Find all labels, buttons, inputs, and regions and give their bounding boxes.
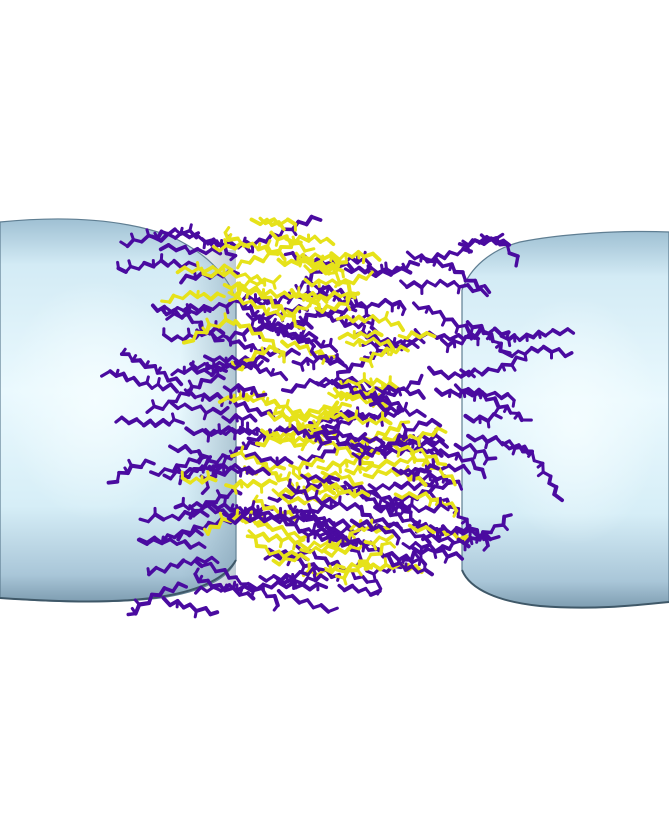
purple-molecule xyxy=(158,243,223,256)
purple-molecule xyxy=(374,384,426,400)
purple-molecule xyxy=(126,581,188,617)
purple-molecule xyxy=(168,444,212,465)
purple-molecule xyxy=(459,355,527,378)
purple-molecule xyxy=(428,523,472,539)
purple-molecule xyxy=(466,433,531,456)
purple-molecule xyxy=(278,425,332,451)
purple-molecule xyxy=(337,583,382,597)
yellow-molecule xyxy=(200,266,265,285)
yellow-molecule xyxy=(271,552,310,567)
purple-molecule xyxy=(275,577,329,592)
purple-molecule xyxy=(368,400,427,418)
yellow-molecule xyxy=(329,249,382,268)
molecular-bundle xyxy=(100,214,576,619)
purple-molecule xyxy=(299,528,366,553)
yellow-molecule xyxy=(344,336,396,357)
yellow-molecule xyxy=(335,310,406,333)
purple-molecule xyxy=(100,368,180,394)
yellow-molecule xyxy=(249,217,286,232)
purple-molecule xyxy=(291,573,329,586)
yellow-molecule xyxy=(247,529,306,551)
yellow-molecule xyxy=(237,390,306,419)
purple-molecule xyxy=(499,327,576,348)
yellow-molecule xyxy=(233,318,286,364)
purple-molecule xyxy=(258,566,325,586)
purple-molecule xyxy=(169,400,230,421)
yellow-molecule xyxy=(294,251,360,296)
purple-molecule xyxy=(463,412,503,429)
purple-molecule xyxy=(399,463,440,477)
purple-molecule xyxy=(119,223,199,249)
purple-molecule xyxy=(204,356,253,372)
purple-molecule xyxy=(161,596,220,619)
yellow-molecule xyxy=(323,534,395,558)
purple-molecule xyxy=(396,496,450,514)
purple-molecule xyxy=(434,387,516,408)
purple-molecule xyxy=(314,306,375,330)
purple-molecule xyxy=(226,508,295,525)
yellow-molecule xyxy=(228,290,284,320)
purple-molecule xyxy=(173,496,263,516)
yellow-molecule xyxy=(224,478,278,495)
purple-molecule xyxy=(221,413,258,427)
purple-molecule xyxy=(387,555,434,577)
purple-molecule xyxy=(461,236,512,248)
purple-molecule xyxy=(401,541,465,564)
purple-molecule xyxy=(349,518,401,546)
yellow-molecule xyxy=(230,445,295,488)
purple-molecule xyxy=(453,383,533,423)
purple-molecule xyxy=(138,506,210,524)
purple-molecule xyxy=(401,418,443,441)
purple-molecule xyxy=(351,434,408,466)
yellow-molecule xyxy=(337,329,384,341)
yellow-molecule xyxy=(180,470,218,485)
purple-molecule xyxy=(412,301,472,335)
purple-molecule xyxy=(146,555,220,577)
membrane-right-bottom-edge xyxy=(461,569,669,609)
purple-molecule xyxy=(114,412,185,428)
membrane-right-highlight xyxy=(490,295,660,545)
purple-molecule xyxy=(453,442,498,466)
yellow-molecule xyxy=(245,534,300,559)
purple-molecule xyxy=(244,451,294,467)
yellow-molecule xyxy=(325,409,393,426)
purple-molecule xyxy=(410,540,455,561)
yellow-molecule xyxy=(160,289,226,304)
membrane-left-highlight xyxy=(5,280,185,520)
yellow-molecule xyxy=(236,238,303,270)
yellow-molecule xyxy=(211,238,251,253)
purple-molecule xyxy=(456,513,513,552)
purple-molecule xyxy=(106,458,156,485)
yellow-molecule xyxy=(289,288,329,308)
yellow-molecule xyxy=(298,539,338,552)
purple-molecule xyxy=(276,588,339,614)
yellow-molecule xyxy=(397,330,437,341)
purple-molecule xyxy=(321,423,386,446)
purple-molecule xyxy=(222,383,268,399)
purple-molecule xyxy=(204,421,257,437)
purple-molecule xyxy=(116,253,200,274)
yellow-molecule xyxy=(344,455,416,476)
yellow-molecule xyxy=(362,464,428,488)
yellow-molecule xyxy=(181,312,236,345)
purple-molecule xyxy=(300,473,340,485)
purple-molecule xyxy=(287,478,339,506)
purple-molecule xyxy=(165,303,212,321)
purple-molecule xyxy=(194,583,254,595)
purple-molecule xyxy=(501,344,574,362)
purple-molecule xyxy=(405,250,492,295)
purple-molecule xyxy=(399,278,489,298)
purple-molecule xyxy=(309,344,347,368)
yellow-molecule xyxy=(288,457,325,477)
purple-molecule xyxy=(213,465,255,477)
yellow-molecule xyxy=(222,274,282,296)
yellow-molecule xyxy=(175,261,234,275)
yellow-molecule xyxy=(335,541,396,586)
purple-molecule xyxy=(119,347,184,387)
